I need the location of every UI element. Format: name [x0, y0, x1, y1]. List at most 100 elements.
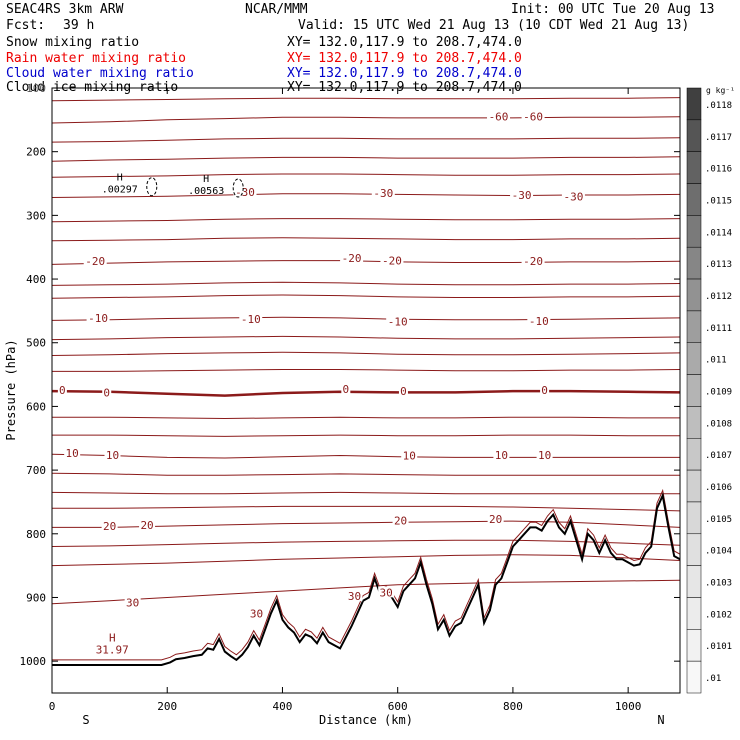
- colorbar-swatch: [686, 406, 702, 439]
- contour-label: -30: [235, 186, 255, 199]
- contour-label-bg: [341, 383, 351, 395]
- cloud-max-value: .00563: [188, 186, 224, 197]
- colorbar-label: .0114: [705, 228, 732, 238]
- contour-label: 10: [106, 449, 119, 462]
- contour-label: -20: [85, 255, 105, 268]
- contour-label: 30: [380, 586, 393, 599]
- contour-label: -10: [88, 312, 108, 325]
- contour-label-bg: [536, 448, 553, 460]
- field-xy-snow: XY= 132.0,117.9 to 208.7,474.0: [287, 35, 522, 50]
- direction-north: N: [657, 713, 664, 727]
- contour-label: 10: [403, 449, 416, 462]
- colorbar-swatch: [686, 374, 702, 407]
- colorbar-label: .0116: [705, 165, 732, 175]
- colorbar-swatch: [686, 469, 702, 503]
- contour-label: -10: [529, 315, 549, 328]
- colorbar-label: .0102: [705, 610, 732, 620]
- colorbar-label: .0111: [705, 324, 732, 334]
- contour-label-bg: [540, 383, 550, 395]
- contour-label: 0: [541, 384, 548, 397]
- contour-label-bg: [124, 596, 141, 608]
- contour-label: 10: [66, 447, 79, 460]
- contour-label: 0: [103, 386, 110, 399]
- temperature-contour-30: [52, 193, 680, 198]
- contour-label: -20: [382, 255, 402, 268]
- colorbar: .0118 .0117 .0116 .0115 .0114 .0113 .0112 .0111…: [686, 87, 732, 694]
- x-tick-label: 800: [503, 700, 523, 713]
- contour-label: -60: [523, 111, 543, 124]
- contour-label-bg: [139, 518, 156, 530]
- contour-label: 20: [394, 514, 407, 527]
- temperature-contour-50: [52, 137, 680, 143]
- temperature-contour-line: [52, 335, 680, 341]
- cloud-max-symbol: H: [117, 173, 123, 184]
- y-tick-label: 600: [26, 400, 46, 413]
- contour-label: -30: [563, 190, 583, 203]
- temperature-contour-line: [52, 472, 680, 476]
- temperature-max-symbol: H: [109, 632, 116, 645]
- y-tick-label-partial: 100: [26, 82, 46, 95]
- contour-label-bg: [386, 315, 410, 327]
- contour-label: -20: [523, 255, 543, 268]
- direction-south: S: [82, 713, 89, 727]
- contour-label-bg: [561, 190, 585, 202]
- forecast-label: Fcst:: [6, 18, 46, 33]
- temperature-contour-line: [52, 505, 680, 512]
- contour-label-bg: [340, 252, 364, 264]
- temperature-contour-20: [52, 260, 680, 265]
- colorbar-swatch: [686, 660, 702, 694]
- colorbar-swatch: [686, 310, 702, 343]
- contour-label-bg: [521, 255, 545, 267]
- init-time: Init: 00 UTC Tue 20 Aug 13: [511, 2, 715, 17]
- contour-label-bg: [510, 188, 534, 200]
- colorbar-label: .0113: [705, 260, 732, 270]
- x-tick-label: 0: [49, 700, 56, 713]
- contour-label-bg: [521, 110, 545, 122]
- temperature-contour-line: [52, 173, 680, 178]
- colorbar-label: .0107: [705, 451, 732, 461]
- y-tick-label: 700: [26, 464, 46, 477]
- terrain-line: [52, 492, 680, 666]
- organization-label: NCAR/MMM: [245, 2, 308, 17]
- model-title: SEAC4RS 3km ARW: [6, 2, 124, 17]
- colorbar-swatch: [686, 597, 702, 630]
- colorbar-label: .011: [705, 356, 727, 366]
- valid-time: Valid: 15 UTC Wed 21 Aug 13 (10 CDT Wed …: [298, 18, 690, 33]
- field-xy-rain: XY= 132.0,117.9 to 208.7,474.0: [287, 51, 522, 66]
- cloud-contour: [146, 177, 158, 197]
- temperature-contour-line: [52, 554, 680, 567]
- cloud-max-value: .00297: [102, 185, 138, 196]
- contour-label-bg: [101, 520, 118, 532]
- contour-label-bg: [378, 586, 395, 598]
- colorbar-swatch: [686, 246, 702, 280]
- temperature-contour-line: [52, 539, 680, 547]
- temperature-contour-10: [52, 316, 680, 321]
- contour-label-bg: [380, 254, 404, 266]
- temperature-contour-line: [52, 97, 680, 102]
- contour-label: -60: [489, 111, 509, 124]
- contour-label-bg: [233, 185, 257, 197]
- temperature-contour-line: [52, 281, 680, 286]
- x-tick-label: 1000: [615, 700, 642, 713]
- temperature-contour-line: [52, 434, 680, 437]
- colorbar-swatch: [686, 119, 702, 152]
- x-tick-label: 600: [388, 700, 408, 713]
- contour-label-bg: [248, 607, 265, 619]
- temperature-contour--30: [52, 579, 680, 605]
- field-label-snow: Snow mixing ratio: [6, 35, 140, 50]
- contour-label: -10: [241, 313, 261, 326]
- contour-label: -30: [512, 189, 532, 202]
- temperature-contour-line: [52, 351, 680, 356]
- x-axis-label: Distance (km): [319, 713, 413, 727]
- colorbar-label: .0103: [705, 579, 732, 589]
- contour-label: 0: [343, 383, 350, 396]
- temperature-max-value: 31.97: [96, 644, 129, 657]
- contour-label-bg: [102, 386, 112, 398]
- colorbar-label: .0105: [705, 515, 732, 525]
- colorbar-swatch: [686, 87, 702, 121]
- contour-label-bg: [104, 448, 121, 460]
- colorbar-label: .0118: [705, 101, 732, 111]
- temperature-contour-60: [52, 116, 680, 124]
- colorbar-label: .0112: [705, 292, 732, 302]
